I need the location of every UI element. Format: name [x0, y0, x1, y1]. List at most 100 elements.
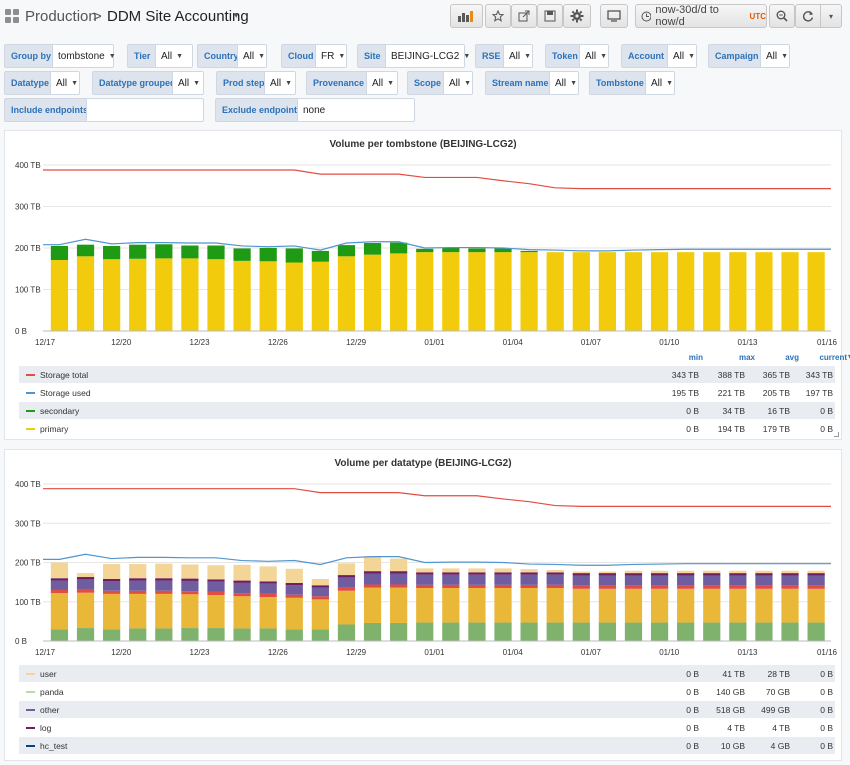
legend-series-name[interactable]: hc_test [40, 741, 68, 751]
legend-current-value: 197 TB [805, 388, 833, 398]
legend-series-name[interactable]: Storage total [40, 370, 89, 380]
time-range-picker[interactable]: now-30d/d to now/d UTC [635, 4, 767, 28]
legend-row[interactable]: user 0 B 41 TB 28 TB 0 B [19, 665, 835, 682]
variable-text-input[interactable]: none [297, 98, 415, 122]
bar-primary [494, 252, 512, 331]
variable-dropdown[interactable]: All ▼ [366, 71, 398, 95]
settings-button[interactable] [563, 4, 591, 28]
variable-dropdown[interactable]: All ▼ [760, 44, 790, 68]
bar-green [598, 622, 616, 641]
legend-row[interactable]: Storage total 343 TB 388 TB 365 TB 343 TB [19, 366, 835, 383]
variable-dropdown[interactable]: All ▼ [172, 71, 204, 95]
bar-log [624, 573, 643, 576]
variable-rse: RSE All ▼ [475, 44, 533, 68]
variable-dropdown[interactable]: All ▼ [155, 44, 193, 68]
variable-dropdown[interactable]: BEIJING-LCG2 ▼ [385, 44, 470, 68]
bar-user [624, 570, 643, 574]
bar-orange [494, 588, 512, 623]
legend-max-value: 4 TB [727, 723, 745, 733]
breadcrumb-folder[interactable]: Production [25, 8, 97, 25]
bar-other [703, 575, 721, 586]
bar-other [259, 583, 277, 594]
panel-title[interactable]: Volume per datatype (BEIJING-LCG2) [334, 458, 512, 469]
legend-row[interactable]: primary 0 B 194 TB 179 TB 0 B [19, 420, 835, 437]
bar-primary [677, 252, 695, 331]
variable-dropdown[interactable]: All ▼ [579, 44, 609, 68]
legend-row[interactable]: panda 0 B 140 GB 70 GB 0 B [19, 683, 835, 700]
bar-orange [572, 588, 590, 623]
refresh-icon [802, 11, 814, 22]
chart-volume-per-tombstone[interactable]: 0 B 100 TB 200 TB 300 TB 400 TB 12/17 12/20 12/… [5, 156, 843, 376]
bar-log [520, 572, 538, 575]
share-button[interactable] [511, 4, 537, 28]
variable-cloud: Cloud FR ▼ [281, 44, 347, 68]
caret-down-icon: ▼ [688, 52, 696, 60]
variable-dropdown[interactable]: All ▼ [264, 71, 296, 95]
variable-label: Tier [127, 44, 155, 68]
legend-series-name[interactable]: Storage used [40, 388, 91, 398]
legend-min-value: 0 B [686, 687, 699, 697]
variable-text-input[interactable] [86, 98, 204, 122]
refresh-interval-dropdown[interactable]: ▾ [820, 4, 842, 28]
legend-header-min[interactable]: min [688, 353, 703, 362]
bar-green [677, 622, 695, 641]
legend-avg-value: 205 TB [762, 388, 790, 398]
series-line-storage-used [43, 553, 831, 566]
panel-resize-handle[interactable] [834, 432, 839, 437]
legend-header-max[interactable]: max [738, 353, 755, 362]
bar-orange [76, 592, 95, 629]
bar-red [103, 590, 121, 594]
variable-dropdown[interactable]: All ▼ [50, 71, 80, 95]
variable-dropdown[interactable]: All ▼ [443, 71, 473, 95]
variable-dropdown[interactable]: All ▼ [645, 71, 675, 95]
star-button[interactable] [485, 4, 511, 28]
add-panel-button[interactable] [450, 4, 483, 28]
legend-row[interactable]: hc_test 0 B 10 GB 4 GB 0 B [19, 737, 835, 754]
legend-header-current[interactable]: current [819, 353, 847, 362]
legend-current-value: 0 B [820, 723, 833, 733]
x-tick-label: 01/10 [659, 338, 680, 347]
panel-title[interactable]: Volume per tombstone (BEIJING-LCG2) [329, 139, 517, 150]
bar-orange [598, 588, 616, 623]
legend-series-name[interactable]: primary [40, 424, 69, 434]
bar-green [494, 622, 512, 641]
bar-other [546, 574, 564, 585]
variable-dropdown[interactable]: All ▼ [237, 44, 267, 68]
variable-dropdown[interactable]: tombstone ▼ [52, 44, 116, 68]
legend-series-name[interactable]: other [40, 705, 60, 715]
save-button[interactable] [537, 4, 563, 28]
variable-dropdown[interactable]: All ▼ [503, 44, 533, 68]
legend-row[interactable]: log 0 B 4 TB 4 TB 0 B [19, 719, 835, 736]
zoom-out-button[interactable] [769, 4, 795, 28]
legend-series-name[interactable]: panda [40, 687, 64, 697]
legend-series-name[interactable]: user [40, 669, 57, 679]
title-dropdown-caret-icon[interactable]: ▾ [234, 10, 239, 20]
variable-value: All [673, 50, 685, 62]
legend-series-name[interactable]: log [40, 723, 52, 733]
bar-log [285, 582, 303, 586]
bar-red [755, 585, 773, 589]
bar-primary [520, 252, 538, 331]
legend-header-avg[interactable]: avg [785, 353, 799, 362]
variable-dropdown[interactable]: All ▼ [549, 71, 579, 95]
legend-row[interactable]: secondary 0 B 34 TB 16 TB 0 B [19, 402, 835, 419]
variable-dropdown[interactable]: FR ▼ [315, 44, 347, 68]
bar-other [76, 579, 95, 590]
variable-value: FR [321, 50, 335, 62]
bar-green [781, 622, 799, 641]
variable-dropdown[interactable]: All ▼ [667, 44, 697, 68]
variable-datatype: Datatype All ▼ [4, 71, 80, 95]
dashboards-grid-icon[interactable] [5, 9, 19, 23]
tv-mode-button[interactable] [600, 4, 628, 28]
bar-user [363, 556, 382, 572]
legend-series-name[interactable]: secondary [40, 406, 80, 416]
bar-other [598, 575, 616, 586]
legend-row[interactable]: other 0 B 518 GB 499 GB 0 B [19, 701, 835, 718]
legend-row[interactable]: Storage used 195 TB 221 TB 205 TB 197 TB [19, 384, 835, 401]
chart-volume-per-datatype[interactable]: 0 B 100 TB 200 TB 300 TB 400 TB 12/17 12/20 12/… [5, 473, 843, 685]
refresh-button[interactable] [795, 4, 821, 28]
variable-value: All [766, 50, 778, 62]
bar-green [285, 629, 303, 641]
dashboard-title[interactable]: DDM Site Accounting [107, 8, 249, 25]
legend-avg-value: 4 GB [770, 741, 790, 751]
